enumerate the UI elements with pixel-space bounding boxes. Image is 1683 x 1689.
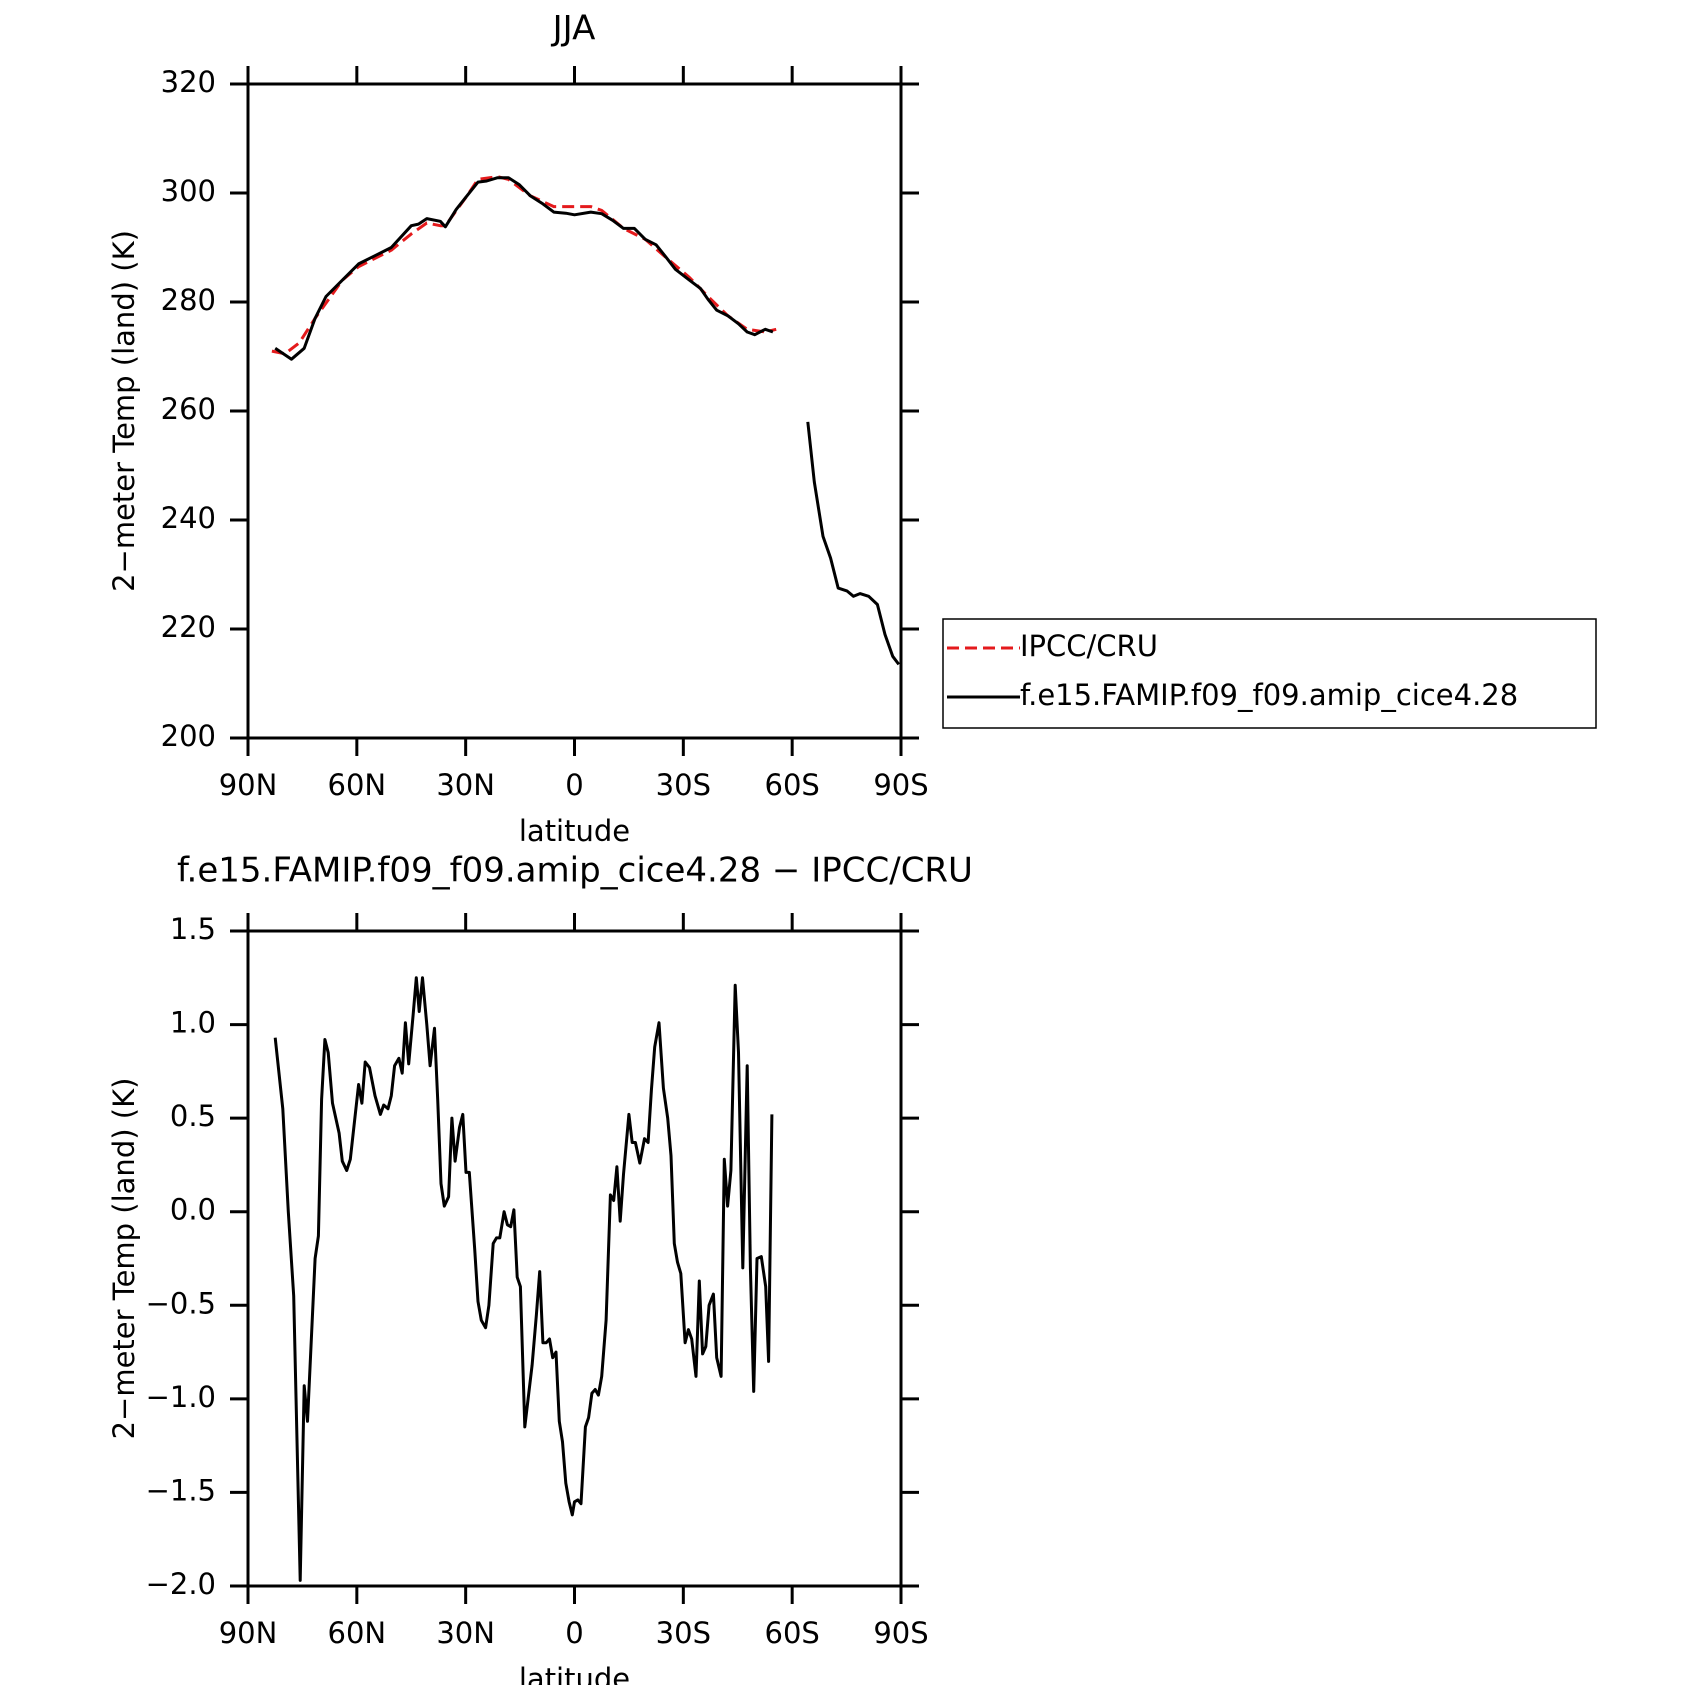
x-tick-label: 60N [328, 768, 387, 802]
y-tick-label: 200 [161, 719, 216, 753]
y-tick-label: 320 [161, 65, 216, 99]
x-tick-label: 0 [565, 1616, 583, 1650]
y-axis-label: 2−meter Temp (land) (K) [107, 1078, 141, 1440]
y-tick-label: 0.5 [170, 1099, 216, 1133]
y-tick-label: −0.5 [146, 1286, 216, 1320]
y-tick-label: 300 [161, 174, 216, 208]
y-tick-label: 1.0 [170, 1006, 216, 1040]
x-tick-label: 0 [565, 768, 583, 802]
legend-label: IPCC/CRU [1020, 629, 1158, 663]
x-tick-label: 90N [219, 768, 278, 802]
y-tick-label: −1.0 [146, 1380, 216, 1414]
line-series [271, 175, 777, 356]
y-tick-label: 260 [161, 392, 216, 426]
x-tick-label: 90S [873, 768, 928, 802]
legend-label: f.e15.FAMIP.f09_f09.amip_cice4.28 [1020, 678, 1518, 712]
plot-frame [246, 929, 903, 1588]
x-tick-label: 30N [436, 1616, 495, 1650]
x-tick-label: 30S [656, 768, 711, 802]
y-tick-label: 0.0 [170, 1193, 216, 1227]
chart-title: JJA [551, 9, 596, 49]
plot-frame [246, 82, 903, 740]
y-tick-label: 1.5 [170, 912, 216, 946]
y-tick-label: 280 [161, 283, 216, 317]
x-tick-label: 60N [328, 1616, 387, 1650]
y-tick-label: −2.0 [146, 1567, 216, 1601]
legend-box [942, 618, 1597, 729]
chart-title: f.e15.FAMIP.f09_f09.amip_cice4.28 − IPCC… [177, 851, 973, 891]
y-tick-label: 240 [161, 501, 216, 535]
x-tick-label: 90S [873, 1616, 928, 1650]
x-axis-label: latitude [519, 814, 630, 848]
y-axis-label: 2−meter Temp (land) (K) [107, 230, 141, 592]
x-tick-label: 30S [656, 1616, 711, 1650]
line-series [273, 976, 774, 1582]
x-tick-label: 60S [765, 1616, 820, 1650]
x-tick-label: 60S [765, 768, 820, 802]
x-tick-label: 90N [219, 1616, 278, 1650]
line-series [274, 176, 900, 666]
y-tick-label: −1.5 [146, 1473, 216, 1507]
x-axis-label: latitude [519, 1662, 630, 1685]
y-tick-label: 220 [161, 610, 216, 644]
x-tick-label: 30N [436, 768, 495, 802]
